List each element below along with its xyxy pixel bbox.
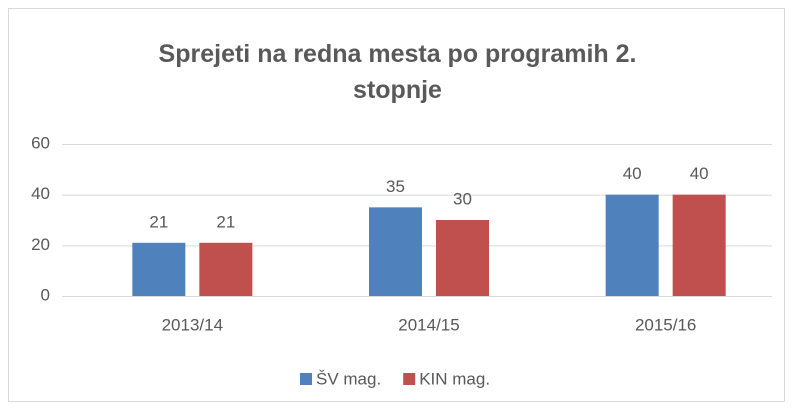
- bar: [672, 194, 726, 296]
- legend-label: ŠV mag.: [316, 369, 381, 388]
- chart-title: Sprejeti na redna mesta po programih 2. …: [158, 40, 637, 104]
- data-label: 21: [149, 212, 168, 231]
- legend-swatch: [300, 373, 312, 385]
- data-label: 40: [690, 164, 709, 183]
- x-tick-label: 2014/15: [398, 315, 459, 334]
- y-tick-label: 0: [41, 285, 50, 304]
- bar: [605, 194, 659, 296]
- y-tick-label: 40: [31, 184, 50, 203]
- x-tick-label: 2015/16: [635, 315, 696, 334]
- data-label: 21: [216, 212, 235, 231]
- bar: [436, 220, 489, 296]
- data-label: 40: [623, 164, 642, 183]
- data-label: 30: [453, 189, 472, 208]
- legend-label: KIN mag.: [419, 369, 490, 388]
- data-label: 35: [386, 177, 405, 196]
- bar: [199, 242, 253, 296]
- y-tick-label: 60: [31, 133, 50, 152]
- bar: [369, 207, 422, 296]
- legend-swatch: [403, 373, 416, 385]
- y-tick-label: 20: [31, 235, 50, 254]
- x-tick-label: 2013/14: [162, 315, 223, 334]
- bar: [132, 242, 186, 296]
